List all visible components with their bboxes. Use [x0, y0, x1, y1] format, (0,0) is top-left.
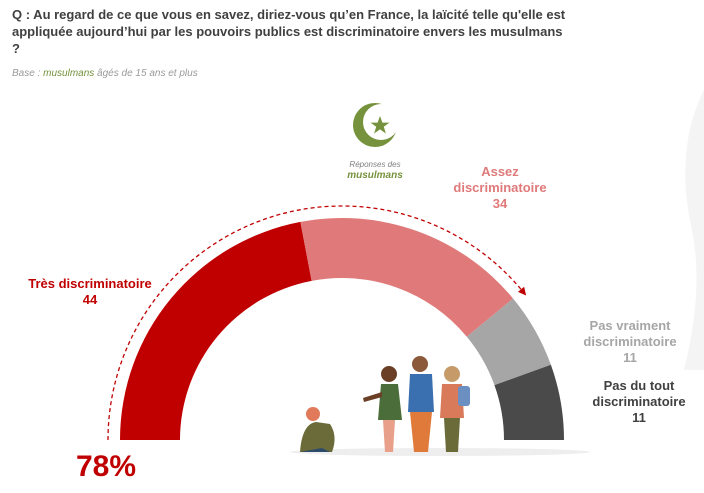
label-assez-discriminatoire: Assez discriminatoire 34 — [430, 164, 570, 212]
crescent-star-icon — [353, 103, 399, 147]
gauge-segments — [120, 218, 564, 440]
label-pasdutout-value: 11 — [632, 410, 646, 425]
label-pasvraiment-name-1: Pas vraiment — [589, 318, 671, 333]
respondents-caption: Réponses des musulmans — [320, 160, 430, 181]
label-assez-name-2: discriminatoire — [453, 180, 547, 195]
base-group: musulmans — [43, 68, 95, 79]
base-suffix: âgés de 15 ans et plus — [94, 68, 198, 79]
label-assez-name-1: Assez — [481, 164, 519, 179]
gauge-segment-assez — [300, 218, 514, 337]
total-discriminatoire-value: 78% — [76, 450, 137, 483]
gauge-segment-tres — [120, 221, 312, 440]
gauge-segment-pas-du-tout — [494, 364, 564, 440]
total-arc-arrowhead — [517, 286, 527, 296]
question-text: Q : Au regard de ce que vous en savez, d… — [12, 7, 566, 56]
label-tres-name: Très discriminatoire — [28, 276, 152, 291]
base-note: Base : musulmans âgés de 15 ans et plus — [12, 68, 198, 79]
label-pasdutout-name-2: discriminatoire — [592, 394, 686, 409]
gauge-segment-pas-vraiment — [466, 298, 551, 386]
decorative-shape — [684, 90, 704, 370]
label-assez-value: 34 — [492, 196, 508, 211]
people-illustration — [290, 356, 590, 456]
label-pasdutout-name-1: Pas du tout — [603, 378, 675, 393]
label-tres-value: 44 — [82, 292, 98, 307]
base-prefix: Base : — [12, 68, 44, 79]
respondents-caption-text: Réponses des — [349, 160, 401, 169]
label-pasvraiment-name-2: discriminatoire — [583, 334, 677, 349]
respondents-group: musulmans — [347, 170, 403, 181]
label-pas-vraiment-discriminatoire: Pas vraiment discriminatoire 11 — [560, 318, 700, 366]
label-pasvraiment-value: 11 — [623, 350, 637, 365]
label-pas-du-tout-discriminatoire: Pas du tout discriminatoire 11 — [575, 378, 703, 426]
total-arc-arrow — [107, 205, 523, 441]
label-tres-discriminatoire: Très discriminatoire 44 — [0, 276, 180, 308]
